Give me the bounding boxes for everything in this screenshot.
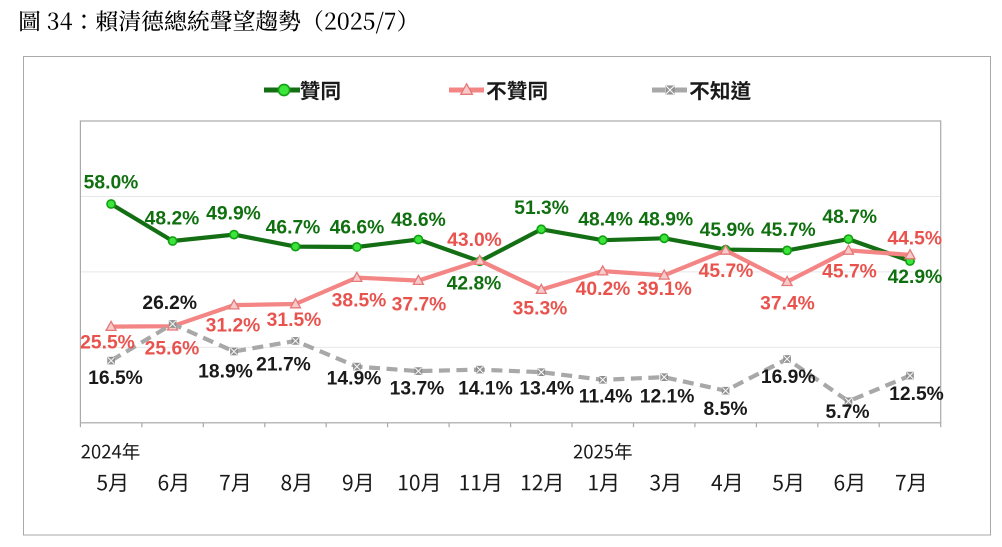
svg-text:48.4%: 48.4% xyxy=(578,210,633,231)
svg-text:31.2%: 31.2% xyxy=(206,316,261,337)
svg-text:46.7%: 46.7% xyxy=(266,218,321,239)
svg-text:18.9%: 18.9% xyxy=(198,362,253,383)
svg-text:16.9%: 16.9% xyxy=(761,367,816,388)
svg-text:16.5%: 16.5% xyxy=(88,368,143,389)
svg-text:31.5%: 31.5% xyxy=(267,310,322,331)
svg-text:45.7%: 45.7% xyxy=(761,220,816,241)
svg-text:42.8%: 42.8% xyxy=(447,274,502,295)
svg-text:48.9%: 48.9% xyxy=(638,210,693,231)
svg-text:14.1%: 14.1% xyxy=(458,379,513,400)
svg-text:44.5%: 44.5% xyxy=(887,229,942,250)
svg-text:45.7%: 45.7% xyxy=(822,262,877,283)
svg-text:12.1%: 12.1% xyxy=(640,386,695,407)
svg-text:46.6%: 46.6% xyxy=(330,218,385,239)
svg-text:14.9%: 14.9% xyxy=(327,369,382,390)
svg-text:40.2%: 40.2% xyxy=(576,279,631,300)
svg-text:39.1%: 39.1% xyxy=(637,279,692,300)
svg-text:12.5%: 12.5% xyxy=(889,384,944,405)
svg-text:26.2%: 26.2% xyxy=(142,293,197,314)
svg-text:45.7%: 45.7% xyxy=(699,261,754,282)
svg-text:58.0%: 58.0% xyxy=(84,173,139,194)
svg-text:25.6%: 25.6% xyxy=(145,339,200,360)
svg-text:51.3%: 51.3% xyxy=(514,198,569,219)
svg-text:48.2%: 48.2% xyxy=(145,209,200,230)
svg-text:42.9%: 42.9% xyxy=(888,267,943,288)
svg-text:21.7%: 21.7% xyxy=(256,355,311,376)
svg-text:38.5%: 38.5% xyxy=(332,290,387,311)
svg-text:49.9%: 49.9% xyxy=(206,204,261,225)
svg-text:13.4%: 13.4% xyxy=(519,379,574,400)
svg-text:25.5%: 25.5% xyxy=(80,333,135,354)
svg-text:13.7%: 13.7% xyxy=(390,379,445,400)
svg-text:43.0%: 43.0% xyxy=(447,230,502,251)
svg-text:48.6%: 48.6% xyxy=(391,210,446,231)
svg-text:35.3%: 35.3% xyxy=(513,299,568,320)
svg-text:11.4%: 11.4% xyxy=(579,386,633,407)
svg-text:37.7%: 37.7% xyxy=(392,295,447,316)
svg-text:8.5%: 8.5% xyxy=(704,399,748,420)
svg-text:37.4%: 37.4% xyxy=(760,294,815,315)
svg-text:45.9%: 45.9% xyxy=(700,220,755,241)
svg-text:5.7%: 5.7% xyxy=(826,402,870,423)
svg-text:48.7%: 48.7% xyxy=(822,207,877,228)
